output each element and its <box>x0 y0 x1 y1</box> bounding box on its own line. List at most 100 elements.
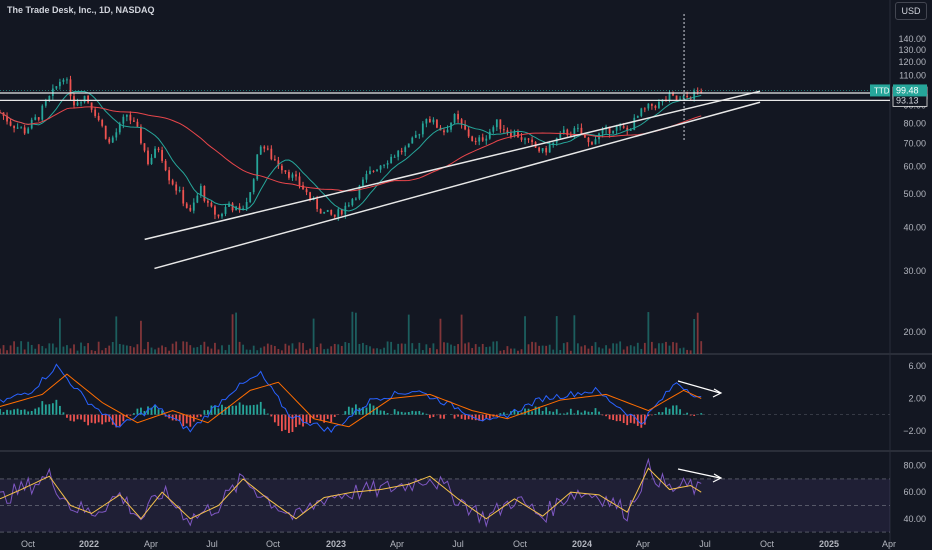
macd-histogram-bar <box>13 409 15 415</box>
price-axis[interactable]: 20.0030.0040.0050.0060.0070.0080.0090.00… <box>870 34 928 524</box>
volume-bar <box>647 312 650 354</box>
macd-histogram-bar <box>23 409 26 415</box>
macd-histogram-bar <box>545 407 548 415</box>
volume-bar <box>171 343 174 354</box>
symbol-label: TTD <box>874 86 890 95</box>
candle-body <box>428 119 431 123</box>
time-tick-label: 2024 <box>572 539 592 549</box>
candle-body <box>214 206 216 215</box>
rsi-tick-label: 80.00 <box>903 461 926 471</box>
candle-body <box>231 203 234 211</box>
volume-bar <box>298 342 301 354</box>
time-tick-label: 2023 <box>326 539 346 549</box>
macd-histogram-bar <box>432 414 435 417</box>
volume-bar <box>309 348 311 354</box>
candle-body <box>425 119 428 124</box>
candle-body <box>495 119 498 128</box>
volume-bar <box>270 344 273 354</box>
volume-bar <box>302 343 304 354</box>
volume-bar <box>291 343 294 354</box>
candle-body <box>312 199 315 201</box>
candle-body <box>562 129 565 133</box>
volume-bar <box>594 342 597 354</box>
candle-body <box>76 102 79 106</box>
macd-histogram-bar <box>104 414 107 423</box>
price-tick-label: 140.00 <box>898 34 926 44</box>
macd-histogram-bar <box>90 414 93 423</box>
macd-histogram-bar <box>351 407 354 415</box>
candle-body <box>34 117 37 120</box>
volume-bar <box>495 341 498 354</box>
volume-bar <box>217 349 220 354</box>
candle-body <box>51 88 54 97</box>
candle-body <box>506 130 509 133</box>
volume-bar <box>140 320 142 354</box>
macd-histogram-bar <box>249 405 252 415</box>
macd-histogram-bar <box>467 414 470 420</box>
volume-bar <box>210 348 213 354</box>
candle-body <box>224 206 227 214</box>
volume-bar <box>154 349 156 354</box>
macd-histogram-bar <box>80 414 82 420</box>
macd-pane[interactable] <box>0 363 890 434</box>
macd-histogram-bar <box>700 413 703 415</box>
candle-body <box>464 124 467 130</box>
candle-body <box>97 115 100 120</box>
rsi-pane[interactable] <box>0 457 890 533</box>
macd-histogram-bar <box>87 414 89 426</box>
macd-histogram-bar <box>689 414 692 416</box>
candle-body <box>132 120 135 122</box>
time-axis[interactable]: Oct 2022 Apr Jul Oct 2023 Apr Jul Oct 2024 Apr Jul O… <box>21 539 896 549</box>
volume-bar <box>27 341 30 354</box>
macd-histogram-bar <box>305 414 308 424</box>
symbol-title: The Trade Desk, Inc., 1D, NASDAQ <box>7 5 155 15</box>
candle-body <box>37 117 40 120</box>
volume-bar <box>245 349 248 354</box>
macd-histogram-bar <box>668 408 671 415</box>
macd-histogram-bar <box>154 404 156 415</box>
macd-histogram-bar <box>295 414 297 428</box>
macd-histogram-bar <box>481 414 484 421</box>
volume-bar <box>312 318 315 354</box>
candle-body <box>20 127 23 129</box>
volume-bar <box>460 314 463 354</box>
macd-histogram-bar <box>552 411 555 415</box>
macd-histogram-bar <box>598 411 600 415</box>
candle-body <box>612 130 615 134</box>
candle-body <box>252 179 255 193</box>
candle-body <box>499 119 502 130</box>
volume-bar <box>636 342 639 354</box>
macd-histogram-bar <box>538 406 541 415</box>
volume-bar <box>295 348 297 354</box>
macd-histogram-bar <box>474 414 477 421</box>
macd-histogram-bar <box>101 414 104 425</box>
volume-bar <box>541 345 544 354</box>
candle-body <box>443 130 445 133</box>
macd-histogram-bar <box>214 405 216 415</box>
time-tick-label: Jul <box>206 539 218 549</box>
volume-bar <box>337 344 340 354</box>
volume-bar <box>675 342 678 354</box>
volume-bar <box>104 347 107 354</box>
volume-bar <box>284 343 287 354</box>
volume-bar <box>650 341 653 354</box>
macd-histogram-bar <box>555 409 558 415</box>
candle-body <box>140 126 142 144</box>
candle-body <box>245 202 248 209</box>
volume-bar <box>654 348 657 354</box>
candle-body <box>192 202 195 211</box>
macd-histogram-bar <box>453 414 456 419</box>
candle-body <box>636 115 639 118</box>
volume-bar <box>552 349 555 354</box>
volume-bar <box>643 342 646 354</box>
macd-histogram-bar <box>386 412 389 415</box>
candle-body <box>700 91 703 93</box>
macd-histogram-bar <box>414 411 417 415</box>
currency-button[interactable]: USD <box>895 2 927 20</box>
candle-body <box>122 116 125 124</box>
macd-histogram-bar <box>619 414 622 422</box>
macd-histogram-bar <box>615 414 618 422</box>
candle-body <box>27 128 30 134</box>
